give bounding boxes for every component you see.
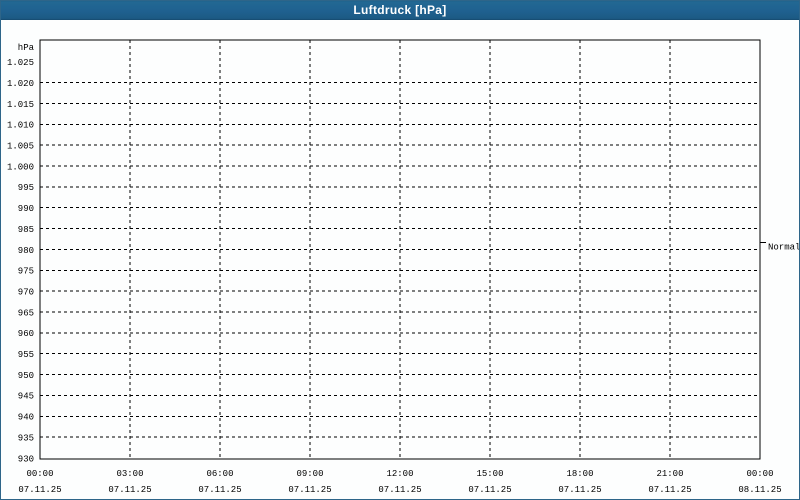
svg-text:940: 940	[18, 413, 34, 423]
svg-text:1.020: 1.020	[7, 79, 34, 89]
svg-text:00:00: 00:00	[26, 469, 53, 479]
svg-text:08.11.25: 08.11.25	[738, 485, 781, 495]
svg-text:00:00: 00:00	[746, 469, 773, 479]
svg-text:07.11.25: 07.11.25	[468, 485, 511, 495]
svg-text:07.11.25: 07.11.25	[558, 485, 601, 495]
svg-text:1.015: 1.015	[7, 100, 34, 110]
svg-text:07.11.25: 07.11.25	[198, 485, 241, 495]
svg-text:1.005: 1.005	[7, 141, 34, 151]
svg-text:975: 975	[18, 267, 34, 277]
svg-text:07.11.25: 07.11.25	[648, 485, 691, 495]
svg-text:995: 995	[18, 183, 34, 193]
svg-text:930: 930	[18, 454, 34, 464]
svg-text:12:00: 12:00	[386, 469, 413, 479]
svg-text:06:00: 06:00	[206, 469, 233, 479]
svg-text:15:00: 15:00	[476, 469, 503, 479]
svg-text:Normal: Normal	[768, 242, 800, 252]
svg-text:18:00: 18:00	[566, 469, 593, 479]
svg-text:985: 985	[18, 225, 34, 235]
svg-text:07.11.25: 07.11.25	[108, 485, 151, 495]
svg-text:1.010: 1.010	[7, 121, 34, 131]
svg-text:970: 970	[18, 287, 34, 297]
svg-text:945: 945	[18, 392, 34, 402]
svg-text:990: 990	[18, 204, 34, 214]
svg-text:1.025: 1.025	[7, 58, 34, 68]
svg-text:950: 950	[18, 371, 34, 381]
svg-text:09:00: 09:00	[296, 469, 323, 479]
svg-text:955: 955	[18, 350, 34, 360]
svg-text:hPa: hPa	[18, 43, 35, 53]
svg-text:980: 980	[18, 246, 34, 256]
svg-text:1.000: 1.000	[7, 162, 34, 172]
svg-text:03:00: 03:00	[116, 469, 143, 479]
svg-text:935: 935	[18, 433, 34, 443]
svg-text:21:00: 21:00	[656, 469, 683, 479]
svg-text:960: 960	[18, 329, 34, 339]
svg-text:07.11.25: 07.11.25	[18, 485, 61, 495]
svg-text:07.11.25: 07.11.25	[378, 485, 421, 495]
svg-text:07.11.25: 07.11.25	[288, 485, 331, 495]
svg-text:965: 965	[18, 308, 34, 318]
